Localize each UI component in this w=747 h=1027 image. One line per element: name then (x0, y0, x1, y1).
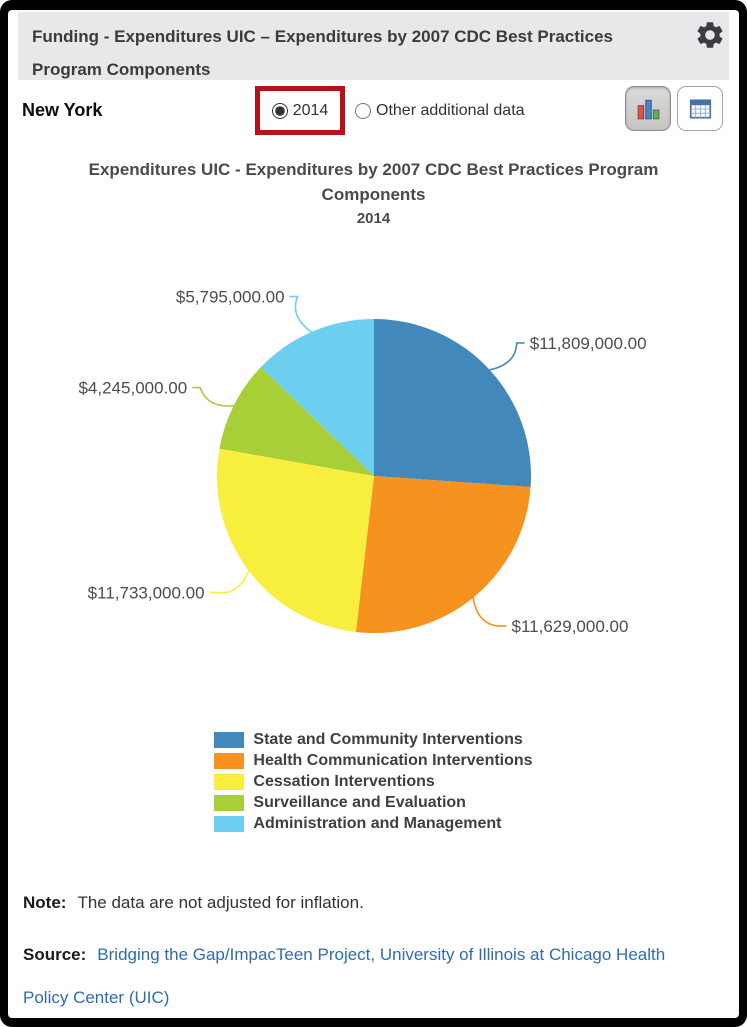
other-data-radio-item[interactable]: Other additional data (355, 86, 525, 135)
legend-item-4: Surveillance and Evaluation (214, 794, 532, 811)
note-label: Note: (23, 893, 67, 912)
legend-items: State and Community Interventions Health … (214, 731, 533, 832)
data-label-1: $11,809,000.00 (530, 334, 647, 353)
label-connector-4 (192, 386, 236, 407)
note: Note: The data are not adjusted for infla… (23, 893, 364, 913)
chart-title-block: Expenditures UIC - Expenditures by 2007 … (8, 157, 739, 227)
view-toggle-group (625, 86, 723, 131)
year-radio[interactable] (271, 102, 288, 119)
data-label-3: $11,733,000.00 (88, 583, 205, 602)
label-connector-5 (289, 295, 314, 335)
label-connector-2 (472, 595, 507, 627)
widget-title: Funding - Expenditures UIC – Expenditure… (32, 27, 613, 79)
label-connector-1 (487, 342, 525, 372)
label-connector-3 (209, 568, 251, 594)
chart-title: Expenditures UIC - Expenditures by 2007 … (88, 160, 659, 204)
legend-swatch (214, 774, 245, 790)
widget-body: Funding - Expenditures UIC – Expenditure… (8, 10, 739, 1018)
pie-slice-4[interactable] (219, 367, 374, 476)
legend-item-1: State and Community Interventions (214, 731, 532, 748)
settings-gear-icon[interactable] (694, 19, 726, 51)
source-link[interactable]: Bridging the Gap/ImpacTeen Project, Univ… (23, 945, 666, 1007)
year-radio-label[interactable]: 2014 (292, 101, 329, 119)
data-label-2: $11,629,000.00 (512, 617, 629, 636)
gear-icon-glyph (697, 22, 723, 48)
legend-label: State and Community Interventions (253, 731, 523, 748)
legend-swatch (214, 816, 245, 832)
location-label: New York (22, 100, 103, 120)
data-label-4: $4,245,000.00 (78, 379, 187, 398)
table-view-button[interactable] (677, 86, 723, 131)
bar-chart-icon (637, 99, 659, 119)
legend-swatch (214, 753, 245, 769)
legend-label: Surveillance and Evaluation (253, 794, 466, 811)
source-label: Source: (23, 945, 87, 964)
legend-item-3: Cessation Interventions (214, 773, 532, 790)
legend-label: Health Communication Interventions (253, 752, 533, 769)
pie-slice-1[interactable] (374, 319, 531, 487)
data-label-5: $5,795,000.00 (176, 288, 285, 307)
legend-label: Administration and Management (253, 815, 502, 832)
chart-subtitle: 2014 (356, 210, 391, 227)
chart-view-button[interactable] (625, 86, 671, 131)
pie-slice-2[interactable] (355, 476, 531, 634)
widget-header: Funding - Expenditures UIC – Expenditure… (18, 12, 729, 80)
legend-label: Cessation Interventions (253, 773, 435, 790)
legend-swatch (214, 732, 245, 748)
pie-chart: $11,809,000.00 $11,629,000.00 $11,733,000.… (78, 288, 647, 636)
highlight-box: 2014 (255, 86, 345, 135)
other-data-radio-label[interactable]: Other additional data (376, 101, 525, 119)
legend-item-2: Health Communication Interventions (214, 752, 533, 769)
pie-slice-3[interactable] (216, 448, 374, 632)
note-text: The data are not adjusted for inflation. (77, 893, 364, 912)
table-icon (689, 98, 711, 119)
legend-item-5: Administration and Management (214, 815, 532, 832)
pie-slice-5[interactable] (260, 319, 374, 476)
year-radio-item[interactable]: 2014 (271, 101, 329, 120)
legend-swatch (214, 795, 245, 811)
chart-legend: State and Community Interventions Health … (8, 731, 739, 832)
source: Source: Bridging the Gap/ImpacTeen Projec… (23, 933, 715, 1019)
other-data-radio[interactable] (355, 102, 371, 119)
